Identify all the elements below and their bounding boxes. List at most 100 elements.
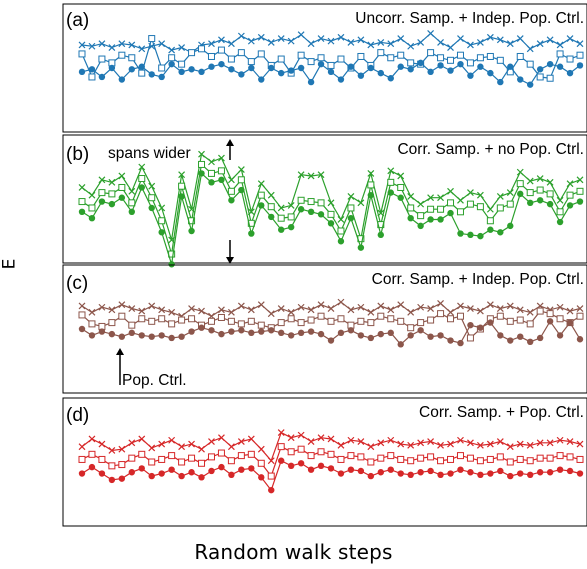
panel-c-x-point	[367, 308, 375, 316]
panel-d-circle-point	[208, 467, 215, 475]
panel-b-circle-point	[268, 213, 275, 221]
panel-a-x-point	[297, 31, 305, 39]
panel-d-x-point	[247, 435, 255, 443]
panel-d-x-point	[128, 439, 136, 447]
panel-d-x-point	[88, 435, 96, 443]
panel-b-x-point	[546, 178, 554, 186]
panel-a-square-point	[556, 50, 564, 58]
panel-d-circle-point	[307, 466, 315, 473]
panel-b-circle-point	[78, 208, 86, 215]
panel-c-square-point	[536, 307, 544, 315]
panel-d-square-point	[516, 455, 524, 463]
panel-b-x-point	[208, 158, 215, 166]
panel-b: (b) Corr. Samp. + no Pop. Ctrl. spans wi…	[62, 134, 587, 268]
panel-b-x-point	[407, 193, 415, 200]
panel-d-circle-point	[228, 471, 235, 478]
panel-b-square-point	[158, 217, 166, 225]
panel-c-square-point	[367, 319, 375, 327]
panel-d-x-point	[148, 444, 156, 452]
panel-d-square-point	[337, 455, 345, 463]
panel-c-circle-point	[327, 337, 335, 344]
panel-d-square-point	[427, 453, 435, 461]
panel-c-square-point	[357, 317, 365, 325]
panel-c-square-point	[287, 315, 295, 323]
panel-d-circle-point	[297, 460, 305, 467]
panel-d-x-point	[566, 438, 574, 445]
panel-d-circle-point	[407, 471, 414, 478]
panel-c-circle-point	[228, 328, 235, 335]
panel-c-square-point	[456, 312, 464, 320]
panel-d-circle-point	[517, 470, 524, 477]
panel-a-x-point	[407, 42, 415, 50]
panel-a-x-point	[78, 41, 86, 49]
panel-a-circle-point	[128, 66, 135, 73]
panel-d-square-point	[88, 450, 96, 458]
panel-b-circle-point	[407, 215, 414, 222]
panel-d-circle-point	[148, 472, 155, 480]
panel-a-circle-point	[268, 64, 275, 72]
panel-c-circle-point	[188, 328, 195, 335]
panel-b-square-point	[496, 204, 504, 212]
panel-d-square-point	[496, 453, 504, 461]
panel-d-square-point	[377, 454, 385, 462]
panel-d-marks	[78, 429, 584, 494]
panel-b-x-point	[277, 204, 285, 212]
panel-a-x-point	[476, 38, 484, 46]
panel-c-square-point	[207, 317, 215, 325]
panel-c-x-point	[227, 308, 235, 316]
panel-b-circle-point	[536, 197, 544, 204]
panel-b-square-point	[516, 180, 524, 188]
panel-c-x-point	[307, 306, 315, 314]
panel-d-square-point	[138, 450, 146, 458]
panel-b-x-point	[88, 191, 96, 199]
panel-a-circle-point	[118, 76, 126, 83]
panel-b-x-point	[267, 191, 275, 199]
panel-b-square-point	[486, 217, 494, 225]
panel-c-square-point	[447, 315, 455, 323]
panel-b-square-point	[128, 199, 136, 207]
panel-c-title: Corr. Samp. + Indep. Pop. Ctrl.	[372, 271, 584, 288]
panel-a-x-point	[447, 44, 454, 51]
panel-c-x-point	[566, 307, 574, 315]
panel-c-square-point	[496, 312, 504, 320]
panel-b-frame	[62, 134, 587, 264]
panel-d-square-point	[347, 452, 355, 460]
panel-a-square-point	[407, 59, 415, 67]
panel-a-circle-point	[546, 60, 554, 68]
panel-a-x-point	[168, 46, 176, 54]
panel-b-circle-point	[148, 204, 155, 212]
panel-c-square-point	[466, 334, 474, 342]
panel-d-circle-point	[238, 466, 245, 473]
panel-c-circle-point	[148, 333, 155, 340]
panel-b-circle-point	[188, 227, 195, 235]
panel-b-circle-point	[198, 170, 205, 177]
panel-c-circle-point	[576, 336, 584, 343]
panel-d-circle-point	[546, 469, 554, 476]
panel-a-x-point	[357, 36, 365, 44]
panel-c-circle-point	[467, 321, 474, 329]
panel-d-square-point	[536, 454, 544, 462]
panel-b-x-point	[467, 189, 474, 197]
panel-b-circle-point	[357, 244, 365, 251]
panel-c-label: (c)	[66, 273, 88, 294]
panel-a-x-point	[287, 37, 295, 45]
panel-d-label: (d)	[66, 405, 89, 426]
panel-a-x-point	[317, 35, 325, 42]
panel-c-circle-point	[218, 330, 225, 338]
panel-c-x-point	[457, 302, 464, 310]
panel-b-square-point	[88, 204, 96, 212]
panel-c-square-point	[437, 310, 445, 318]
panel-b-square-point	[317, 199, 325, 207]
panel-d-square-point	[576, 455, 584, 463]
panel-b-x-point	[138, 163, 146, 171]
panel-a-circle-point	[397, 63, 404, 70]
panel-a-square-point	[447, 56, 455, 64]
panel-c-x-point	[267, 310, 275, 318]
panel-a-x-point	[516, 35, 524, 42]
panel-a-square-point	[88, 73, 96, 81]
panel-b-circle-point	[387, 189, 394, 196]
panel-a-circle-point	[198, 68, 205, 76]
panel-b-x-point	[367, 169, 375, 177]
panel-a-x-point	[118, 40, 126, 48]
panel-c-x-point	[297, 303, 305, 311]
